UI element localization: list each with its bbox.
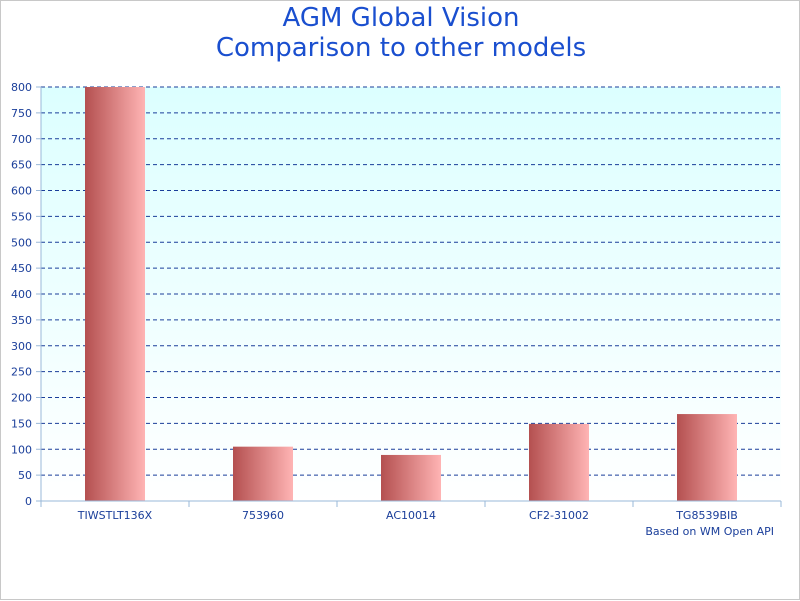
y-tick-label: 200 (11, 392, 32, 405)
y-axis-ticks: 0 50 100 150 200 250 300 350 400 450 500 550 600 650 7… (11, 81, 41, 508)
y-tick-label: 50 (18, 469, 32, 482)
y-tick-label: 350 (11, 314, 32, 327)
chart-subtitle: Comparison to other models (215, 33, 587, 63)
bar (529, 423, 589, 501)
y-tick-label: 400 (11, 288, 32, 301)
y-tick-label: 600 (11, 185, 32, 198)
y-tick-label: 750 (11, 107, 32, 120)
y-tick-label: 450 (11, 262, 32, 275)
chart-annotation: Based on WM Open API (645, 525, 774, 538)
bar (677, 414, 737, 501)
x-tick-label: TIWSTLT136X (77, 509, 153, 522)
x-axis-ticks: TIWSTLT136X 753960 AC10014 CF2-31002 TG8539B… (40, 501, 782, 522)
y-tick-label: 550 (11, 210, 32, 223)
y-tick-label: 650 (11, 159, 32, 172)
y-tick-label: 100 (11, 443, 32, 456)
y-tick-label: 300 (11, 340, 32, 353)
plot-area (41, 87, 781, 501)
bars (85, 87, 737, 501)
x-tick-label: TG8539BIB (675, 509, 738, 522)
y-tick-label: 250 (11, 366, 32, 379)
chart-title-block: AGM Global Vision Comparison to other mo… (1, 3, 800, 63)
y-tick-label: 150 (11, 417, 32, 430)
gridlines (41, 86, 781, 476)
x-tick-label: 753960 (242, 509, 284, 522)
bar (381, 454, 441, 501)
chart-title: AGM Global Vision (282, 3, 520, 33)
y-tick-label: 700 (11, 133, 32, 146)
bar (85, 87, 145, 501)
x-tick-label: AC10014 (386, 509, 436, 522)
y-tick-label: 0 (25, 495, 32, 508)
y-tick-label: 800 (11, 81, 32, 94)
y-tick-label: 500 (11, 236, 32, 249)
x-tick-label: CF2-31002 (529, 509, 589, 522)
bar (233, 446, 293, 501)
